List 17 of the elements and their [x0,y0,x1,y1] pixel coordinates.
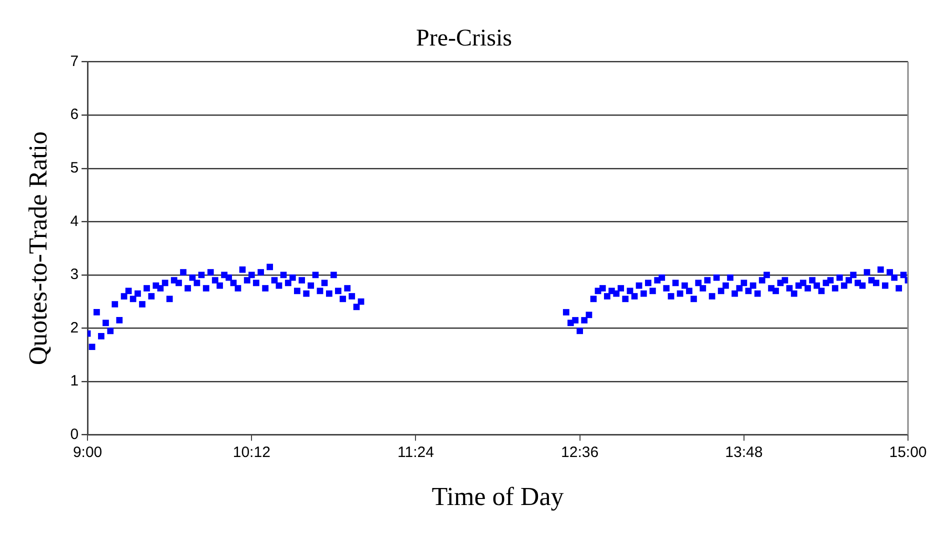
x-axis-title: Time of Day [432,482,564,512]
y-tick-label: 3 [70,266,79,284]
x-tick-label: 10:12 [232,444,270,461]
x-tick-label: 11:24 [398,444,434,461]
x-tick-label: 12:36 [561,444,599,461]
chart-title: Pre-Crisis [416,26,512,52]
y-axis-title: Quotes-to-Trade Ratio [23,131,52,366]
x-tick-label: 13:48 [725,444,763,461]
y-tick-label: 7 [70,52,79,70]
y-tick-label: 0 [70,426,79,443]
y-tick-label: 2 [70,319,79,336]
y-tick-label: 4 [70,212,79,230]
y-tick-label: 5 [70,160,79,177]
x-tick-label: 9:00 [72,444,102,461]
x-tick-label: 15:00 [889,444,927,461]
y-tick-label: 1 [70,372,79,390]
y-tick-label: 6 [70,106,79,124]
